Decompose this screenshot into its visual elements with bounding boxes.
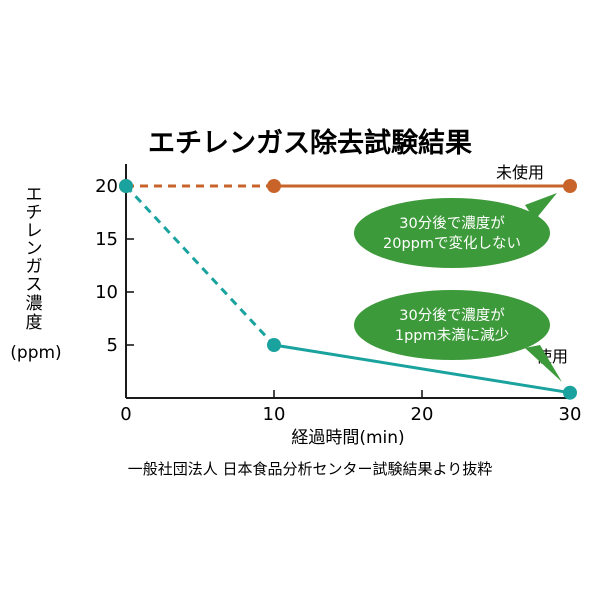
y-axis-label: エ チ レ ン ガ ス 濃 度 (ppm) xyxy=(10,185,61,363)
x-tick-label: 10 xyxy=(263,404,286,425)
y-tick-label: 5 xyxy=(107,335,118,356)
callout-tail xyxy=(525,345,562,382)
y-tick-label: 20 xyxy=(95,176,118,197)
y-axis-label-char-1: エ xyxy=(26,185,43,205)
y-axis-label-char-4: ン xyxy=(26,239,43,259)
callout-text-line: 20ppmで変化しない xyxy=(383,235,521,252)
series-label: 未使用 xyxy=(496,163,544,182)
source-note: 一般社団法人 日本食品分析センター試験結果より抜粋 xyxy=(128,460,492,478)
callout-bubble: 30分後で濃度が 20ppmで変化しない xyxy=(354,193,557,268)
callout-text-line: 1ppm未満に減少 xyxy=(395,327,509,344)
x-tick-label: 20 xyxy=(411,404,434,425)
y-axis-label-char-6: ス xyxy=(26,275,43,295)
data-point xyxy=(563,385,577,400)
callout-text-line: 30分後で濃度が xyxy=(399,215,505,232)
data-point xyxy=(267,338,281,352)
x-tick-label: 0 xyxy=(120,404,131,425)
y-axis-label-char-8: 度 xyxy=(26,313,43,333)
callout-text-line: 30分後で濃度が xyxy=(399,307,505,324)
callout-ellipse xyxy=(354,290,550,360)
y-tick-label: 15 xyxy=(95,229,118,250)
y-axis-label-char-3: レ xyxy=(26,221,43,241)
y-tick-label: 10 xyxy=(95,282,118,303)
data-point xyxy=(563,179,577,193)
y-axis-label-char-7: 濃 xyxy=(26,294,43,314)
callouts: 30分後で濃度が 20ppmで変化しない 30分後で濃度が 1ppm未満に減少 xyxy=(354,193,562,382)
y-axis-label-char-2: チ xyxy=(26,203,43,223)
data-point xyxy=(119,179,133,193)
y-axis-label-char-5: ガ xyxy=(26,257,43,277)
chart-title: エチレンガス除去試験結果 xyxy=(148,127,472,159)
series-line-segment xyxy=(273,343,571,395)
callout-bubble: 30分後で濃度が 1ppm未満に減少 xyxy=(354,290,562,382)
callout-tail xyxy=(525,193,557,220)
axes: 5 10 15 20 0 10 20 30 xyxy=(95,164,581,425)
x-tick-label: 30 xyxy=(559,404,582,425)
series-line-segment xyxy=(124,184,276,347)
y-axis-label-unit: (ppm) xyxy=(10,343,61,363)
callout-ellipse xyxy=(354,198,550,268)
series-unused: 未使用 xyxy=(119,163,577,193)
x-axis-label: 経過時間(min) xyxy=(291,428,404,448)
data-point xyxy=(267,179,281,193)
